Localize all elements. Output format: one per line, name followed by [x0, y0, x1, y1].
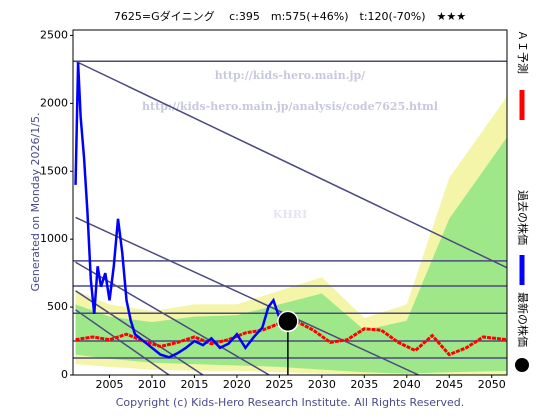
- x-tick-label: 2040: [393, 378, 421, 391]
- x-tick-label: 2015: [180, 378, 208, 391]
- side-note: Generated on Monday 2026/1/5.: [29, 113, 42, 292]
- y-tick-label: 2000: [40, 96, 68, 109]
- plot-frame: [72, 29, 508, 376]
- x-tick-label: 2025: [265, 378, 293, 391]
- x-tick-label: 2020: [223, 378, 251, 391]
- x-tick-label: 2045: [435, 378, 463, 391]
- y-tick-label: 500: [47, 300, 68, 313]
- x-tick-label: 2050: [478, 378, 506, 391]
- x-tick-label: 2030: [308, 378, 336, 391]
- trend-line: [75, 60, 507, 269]
- latest-price: [277, 310, 299, 333]
- x-tick-label: 2005: [96, 378, 124, 391]
- y-tick-label: 2500: [40, 28, 68, 41]
- trend-line: [75, 290, 204, 375]
- legend-label: ＡＩ予測: [516, 30, 530, 74]
- watermark: KHRI: [273, 208, 307, 221]
- y-tick-label: 1500: [40, 164, 68, 177]
- trend-line: [75, 309, 170, 375]
- watermark: http://kids-hero.main.jp/analysis/code76…: [142, 100, 438, 113]
- legend-swatch: [515, 358, 529, 372]
- watermark: http://kids-hero.main.jp/: [215, 69, 366, 82]
- x-tick-label: 2010: [138, 378, 166, 391]
- trend-line: [75, 261, 270, 375]
- chart-title: 7625=Gダイニング c:395 m:575(+46%) t:120(-70%…: [114, 9, 466, 23]
- y-tick-label: 0: [61, 368, 68, 381]
- footer: Copyright (c) Kids-Hero Research Institu…: [116, 396, 465, 409]
- legend-label: 最新の株価: [516, 292, 530, 347]
- price-line: [74, 62, 286, 359]
- legend-label: 過去の株価: [516, 190, 530, 245]
- y-tick-label: 1000: [40, 232, 68, 245]
- trend-line: [75, 216, 419, 375]
- x-tick-label: 2035: [350, 378, 378, 391]
